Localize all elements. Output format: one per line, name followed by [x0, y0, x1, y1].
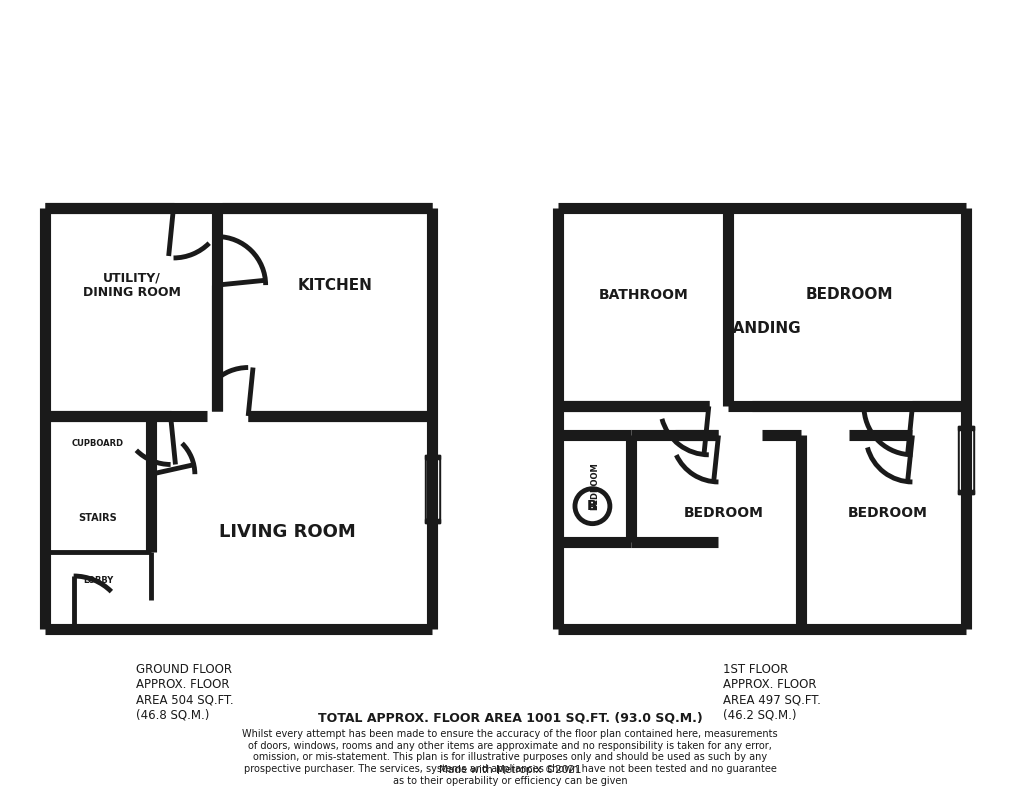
Bar	[959, 430, 971, 489]
Text: Whilst every attempt has been made to ensure the accuracy of the floor plan cont: Whilst every attempt has been made to en…	[242, 729, 777, 785]
Text: UTILITY/
DINING ROOM: UTILITY/ DINING ROOM	[83, 271, 180, 299]
Text: TOTAL APPROX. FLOOR AREA 1001 SQ.FT. (93.0 SQ.M.): TOTAL APPROX. FLOOR AREA 1001 SQ.FT. (93…	[317, 711, 702, 725]
Text: Made with Metropix ©2021: Made with Metropix ©2021	[438, 765, 581, 775]
Text: KITCHEN: KITCHEN	[298, 278, 373, 293]
Text: 1ST FLOOR
APPROX. FLOOR
AREA 497 SQ.FT.
(46.2 SQ.M.): 1ST FLOOR APPROX. FLOOR AREA 497 SQ.FT. …	[722, 663, 820, 721]
Text: BEDROOM: BEDROOM	[683, 506, 762, 520]
Bar	[424, 455, 440, 459]
Text: GROUND FLOOR
APPROX. FLOOR
AREA 504 SQ.FT.
(46.8 SQ.M.): GROUND FLOOR APPROX. FLOOR AREA 504 SQ.F…	[137, 663, 233, 721]
Text: BEDROOM: BEDROOM	[590, 462, 599, 510]
Bar	[957, 426, 972, 494]
Text: LOBBY: LOBBY	[83, 576, 113, 585]
Bar	[426, 460, 438, 518]
Bar	[424, 518, 440, 522]
Bar	[424, 455, 440, 522]
Text: B: B	[587, 499, 597, 513]
Text: STAIRS: STAIRS	[78, 513, 117, 522]
Bar	[957, 490, 972, 494]
Text: CUPBOARD: CUPBOARD	[71, 438, 124, 448]
Text: LIVING ROOM: LIVING ROOM	[218, 523, 355, 542]
Text: BEDROOM: BEDROOM	[805, 287, 893, 303]
Text: BEDROOM: BEDROOM	[848, 506, 927, 520]
Text: BATHROOM: BATHROOM	[598, 287, 688, 302]
Bar	[957, 426, 972, 430]
Text: LANDING: LANDING	[722, 322, 800, 336]
